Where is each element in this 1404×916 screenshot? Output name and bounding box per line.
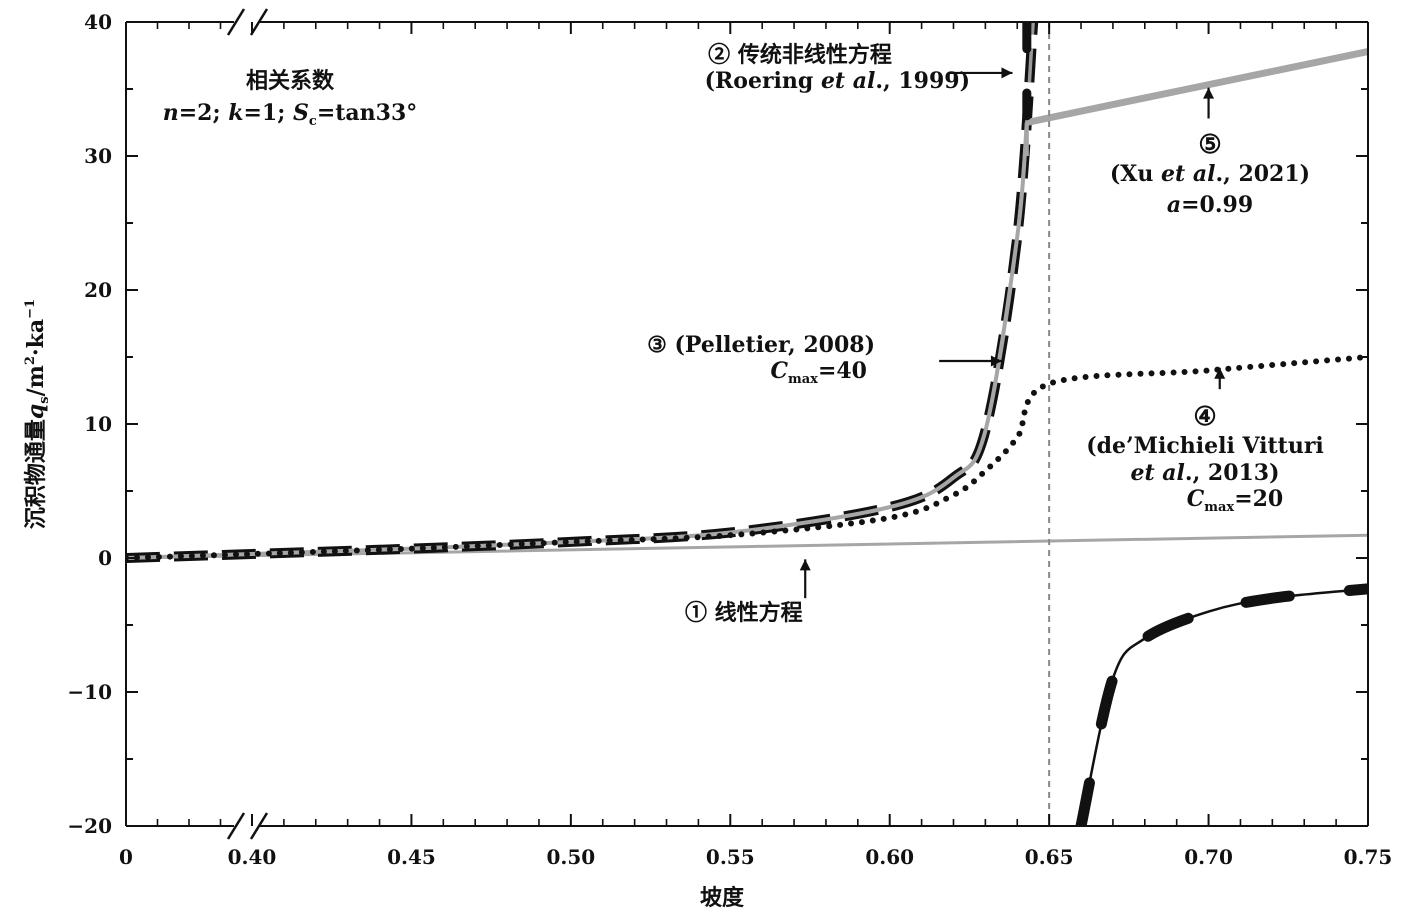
series-5-cite-pre: (Xu: [1109, 161, 1162, 188]
x-tick-label-zero: 0: [119, 845, 133, 869]
coef-k-symbol: k: [228, 100, 244, 127]
series-2-cite-post: ., 1999): [875, 68, 970, 95]
series-5-param-value: =0.99: [1181, 191, 1254, 218]
series-3-cmax-sub: max: [788, 372, 818, 388]
series-1-annotation: ① 线性方程: [685, 600, 803, 626]
x-axis-title: 坡度: [699, 885, 744, 911]
series-5-annotation: ⑤ (Xu et al., 2021) a=0.99: [1080, 130, 1340, 218]
x-tick-label: 0.50: [546, 845, 595, 869]
axis-break-mark-top-a: [226, 8, 246, 36]
x-tick-label: 0.40: [228, 845, 277, 869]
y-axis-title-unit-sup2: −1: [23, 298, 38, 319]
coef-n-value: =2;: [178, 100, 229, 127]
y-axis-title-symbol: q: [23, 403, 49, 420]
arrow-series-2-head: [1001, 67, 1013, 79]
series-4-cite-line2: et al., 2013): [1060, 460, 1350, 486]
coef-k-value: =1;: [243, 100, 294, 127]
series-3-annotation: ③ (Pelletier, 2008) Cmax=40: [600, 332, 875, 388]
x-tick-label: 0.70: [1184, 845, 1233, 869]
x-tick-label: 0.75: [1344, 845, 1393, 869]
series-5-cite-post: ., 2021): [1215, 161, 1311, 188]
y-axis-title-symbol-sub: s: [37, 396, 52, 404]
series-4-line: [126, 354, 1368, 561]
series-3-cmax-value: =40: [817, 358, 867, 385]
y-axis-title-unit-mid: ·ka: [23, 318, 49, 357]
arrow-series-4-head: [1214, 367, 1226, 379]
series-5-cite-it: et al: [1161, 161, 1216, 188]
series-4-cmax: Cmax=20: [1120, 486, 1350, 516]
series-5-param-symbol: a: [1166, 191, 1182, 218]
series-2-label-line2: (Roering et al., 1999): [630, 68, 970, 94]
series-4-cmax-symbol: C: [1186, 485, 1205, 512]
arrow-series-3-head: [990, 355, 1002, 367]
arrow-series-5-head: [1203, 87, 1215, 99]
y-axis-title-unit-sup1: 2: [23, 356, 38, 366]
series-3-line: [126, 122, 1029, 560]
coef-s-value: =tan33°: [316, 100, 418, 127]
series-layer: [126, 22, 1368, 826]
y-tick-label: 40: [84, 10, 112, 34]
x-tick-label: 0.60: [865, 845, 914, 869]
series-4-cite-post: ., 2013): [1184, 459, 1280, 486]
coef-s-sub: c: [308, 114, 317, 130]
coef-title: 相关系数: [245, 68, 334, 94]
y-axis-title: 沉积物通量qs/m2·ka−1: [18, 214, 52, 614]
x-tick-label: 0.55: [706, 845, 755, 869]
coef-values: n=2; k=1; Sc=tan33°: [160, 100, 420, 130]
axis-break-mark-top-b: [249, 8, 269, 36]
series-3-cmax: Cmax=40: [600, 358, 867, 388]
y-tick-label: −20: [67, 814, 112, 838]
series-5-param: a=0.99: [1080, 192, 1340, 218]
y-tick-label: −10: [67, 680, 112, 704]
arrow-series-1-head: [799, 559, 811, 571]
y-axis-title-unit-pre: /m: [23, 365, 49, 397]
series-2-line-branch: [1075, 583, 1368, 826]
series-4-annotation: ④ (de’Michieli Vitturi et al., 2013) Cma…: [1060, 402, 1350, 516]
series-3-cmax-symbol: C: [770, 358, 788, 385]
series-2-cite-pre: (Roering: [704, 68, 821, 95]
series-4-cmax-sub: max: [1204, 499, 1235, 515]
series-5-cite: (Xu et al., 2021): [1080, 161, 1340, 187]
series-2-line-branch-thin: [1079, 587, 1368, 826]
series-5-number: ⑤: [1198, 130, 1222, 160]
series-4-cmax-value: =20: [1234, 485, 1284, 512]
series-2-cite-it: et al: [820, 68, 876, 95]
y-tick-label: 0: [98, 546, 112, 570]
coef-s-symbol: S: [293, 100, 309, 127]
x-tick-label: 0.45: [387, 845, 436, 869]
y-tick-label: 20: [84, 278, 112, 302]
axis-break-mark-bottom-b: [249, 812, 269, 840]
series-4-cite-line1: (de’Michieli Vitturi: [1086, 433, 1324, 460]
y-tick-label: 30: [84, 144, 112, 168]
series-2-annotation: ② 传统非线性方程 (Roering et al., 1999): [630, 42, 970, 95]
axis-break-mark-bottom-a: [226, 812, 246, 840]
y-tick-label: 10: [84, 412, 112, 436]
series-4-number: ④: [1193, 402, 1217, 432]
series-3-label: ③ (Pelletier, 2008): [647, 332, 875, 358]
arrow-layer: [799, 67, 1226, 599]
y-axis-title-main: 沉积物通量: [23, 419, 49, 530]
x-tick-label: 0.65: [1025, 845, 1074, 869]
coef-annotation: 相关系数 n=2; k=1; Sc=tan33°: [160, 68, 420, 130]
axes-layer: −20 −10 0 10 20 30 40 0 0.40 0.45 0.50 0.55 0.60 0.65…: [67, 8, 1393, 869]
series-2-label-line1: ② 传统非线性方程: [708, 42, 892, 68]
series-5-line: [1026, 48, 1368, 126]
coef-n-symbol: n: [162, 100, 179, 127]
series-4-cite-it: et al: [1130, 459, 1185, 486]
